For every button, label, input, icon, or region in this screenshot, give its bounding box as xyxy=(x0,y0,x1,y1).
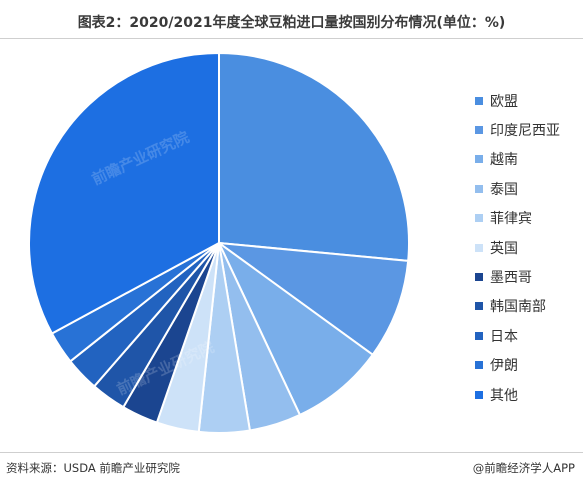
legend-label: 韩国南部 xyxy=(490,299,546,316)
credit-note: @前瞻经济学人APP xyxy=(472,461,575,475)
legend-label: 伊朗 xyxy=(490,358,518,375)
legend-swatch xyxy=(475,273,483,282)
legend-item: 其他 xyxy=(475,380,560,409)
legend-swatch xyxy=(475,331,483,340)
pie-slice-1 xyxy=(215,241,410,357)
legend-item: 印度尼西亚 xyxy=(475,115,560,144)
legend-swatch xyxy=(475,96,483,105)
legend-label: 其他 xyxy=(490,387,518,404)
legend-swatch xyxy=(475,243,483,252)
legend-item: 日本 xyxy=(475,321,560,350)
pie-slice-2 xyxy=(218,242,375,417)
legend-label: 墨西哥 xyxy=(490,270,532,287)
chart-title: 图表2：2020/2021年度全球豆粕进口量按国别分布情况(单位：%) xyxy=(77,15,506,31)
legend-label: 日本 xyxy=(490,328,518,345)
legend-item: 伊朗 xyxy=(475,351,560,380)
legend-item: 英国 xyxy=(475,233,560,262)
legend-swatch xyxy=(475,214,483,223)
legend-label: 越南 xyxy=(490,152,518,169)
legend-item: 韩国南部 xyxy=(475,292,560,321)
legend-swatch xyxy=(475,361,483,370)
pie-slice-10 xyxy=(28,51,220,335)
pie-slices xyxy=(28,51,410,435)
pie-slice-0 xyxy=(218,51,410,262)
footer-divider xyxy=(0,452,583,453)
legend-item: 墨西哥 xyxy=(475,262,560,291)
legend-label: 英国 xyxy=(490,240,518,257)
legend-swatch xyxy=(475,126,483,135)
legend-item: 菲律宾 xyxy=(475,204,560,233)
legend-swatch xyxy=(475,302,483,311)
legend-label: 印度尼西亚 xyxy=(490,123,560,140)
legend-label: 菲律宾 xyxy=(490,211,532,228)
legend-item: 泰国 xyxy=(475,174,560,203)
legend-item: 欧盟 xyxy=(475,86,560,115)
legend-swatch xyxy=(475,184,483,193)
legend-label: 泰国 xyxy=(490,181,518,198)
legend-label: 欧盟 xyxy=(490,93,518,110)
chart-legend: 欧盟印度尼西亚越南泰国菲律宾英国墨西哥韩国南部日本伊朗其他 xyxy=(475,86,560,409)
title-divider xyxy=(0,38,583,39)
legend-item: 越南 xyxy=(475,145,560,174)
legend-swatch xyxy=(475,155,483,164)
source-note: 资料来源：USDA 前瞻产业研究院 xyxy=(6,461,180,475)
legend-swatch xyxy=(475,390,483,399)
